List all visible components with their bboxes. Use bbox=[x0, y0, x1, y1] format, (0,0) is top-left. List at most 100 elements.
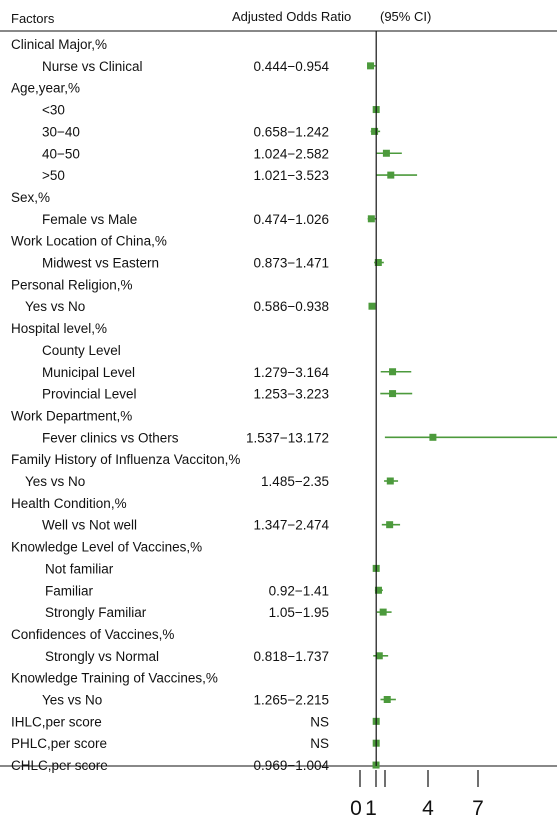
ci-value: NS bbox=[310, 714, 329, 729]
forest-row: IHLC,per score NS bbox=[11, 714, 380, 729]
ci-value: 1.537−13.172 bbox=[246, 430, 329, 445]
odds-ratio-marker bbox=[379, 608, 387, 616]
forest-row: Clinical Major,% bbox=[11, 37, 107, 52]
ci-value: 1.265−2.215 bbox=[254, 693, 329, 708]
ci-value: 1.279−3.164 bbox=[254, 365, 330, 380]
level-label: Strongly Familiar bbox=[45, 605, 147, 620]
ci-value: 1.05−1.95 bbox=[269, 605, 329, 620]
level-label: Well vs Not well bbox=[42, 518, 137, 533]
forest-row: Not familiar bbox=[45, 561, 380, 576]
factor-label: Personal Religion,% bbox=[11, 277, 133, 292]
ci-value: 0.873−1.471 bbox=[254, 256, 329, 271]
level-label: <30 bbox=[42, 103, 65, 118]
forest-row: Personal Religion,% bbox=[11, 277, 133, 292]
forest-row: Female vs Male 0.474−1.026 bbox=[42, 212, 377, 227]
forest-row: Yes vs No 1.485−2.35 bbox=[25, 474, 399, 489]
level-label: Female vs Male bbox=[42, 212, 137, 227]
odds-ratio-marker bbox=[374, 259, 382, 266]
x-tick-label: 0 bbox=[350, 797, 362, 820]
odds-ratio-marker bbox=[429, 433, 437, 441]
forest-row: Age,year,% bbox=[11, 81, 80, 96]
forest-row: PHLC,per score NS bbox=[11, 736, 380, 751]
header: Factors Adjusted Odds Ratio (95% CI) bbox=[11, 9, 431, 26]
odds-ratio-marker bbox=[389, 368, 397, 376]
x-tick-label: 1 bbox=[365, 797, 377, 820]
factor-label: Age,year,% bbox=[11, 81, 80, 96]
level-label: 40−50 bbox=[42, 146, 80, 161]
odds-ratio-marker bbox=[367, 62, 375, 70]
forest-row: Confidences of Vaccines,% bbox=[11, 627, 174, 642]
odds-ratio-marker bbox=[368, 302, 376, 310]
odds-ratio-marker bbox=[389, 390, 397, 398]
ci-value: 0.658−1.242 bbox=[254, 124, 329, 139]
level-label: Strongly vs Normal bbox=[45, 649, 159, 664]
forest-row: County Level bbox=[42, 343, 121, 358]
forest-row: >50 1.021−3.523 bbox=[42, 168, 418, 183]
forest-row: Sex,% bbox=[11, 190, 50, 205]
odds-ratio-marker bbox=[387, 171, 395, 179]
x-tick-label: 4 bbox=[422, 797, 434, 820]
header-ci: (95% CI) bbox=[380, 9, 431, 24]
ci-value: 0.444−0.954 bbox=[254, 59, 330, 74]
odds-ratio-marker bbox=[386, 477, 394, 485]
ci-value: 0.586−0.938 bbox=[254, 299, 329, 314]
forest-row: 30−40 0.658−1.242 bbox=[42, 124, 381, 139]
odds-ratio-marker bbox=[386, 521, 394, 529]
forest-row: Knowledge Training of Vaccines,% bbox=[11, 671, 218, 686]
forest-row: Yes vs No 1.265−2.215 bbox=[42, 693, 396, 708]
odds-ratio-marker bbox=[367, 215, 375, 223]
odds-ratio-marker bbox=[382, 149, 390, 157]
level-label: Fever clinics vs Others bbox=[42, 430, 179, 445]
factor-label: Sex,% bbox=[11, 190, 50, 205]
level-label: Yes vs No bbox=[25, 474, 85, 489]
odds-ratio-marker bbox=[375, 652, 383, 660]
forest-row: Strongly Familiar 1.05−1.95 bbox=[45, 605, 392, 620]
level-label: Nurse vs Clinical bbox=[42, 59, 143, 74]
level-label: >50 bbox=[42, 168, 65, 183]
forest-row: Work Department,% bbox=[11, 408, 132, 423]
forest-row: Provincial Level 1.253−3.223 bbox=[42, 387, 413, 402]
level-label: Yes vs No bbox=[25, 299, 85, 314]
ci-value: 1.021−3.523 bbox=[254, 168, 329, 183]
factor-label: Clinical Major,% bbox=[11, 37, 107, 52]
ci-value: 0.969−1.004 bbox=[254, 758, 330, 773]
odds-ratio-marker bbox=[374, 586, 382, 594]
x-tick-label: 7 bbox=[472, 797, 484, 820]
ci-value: 1.253−3.223 bbox=[254, 387, 329, 402]
forest-row: <30 bbox=[42, 103, 380, 118]
forest-row: Hospital level,% bbox=[11, 321, 107, 336]
forest-row: Knowledge Level of Vaccines,% bbox=[11, 540, 202, 555]
factor-label: Knowledge Level of Vaccines,% bbox=[11, 540, 202, 555]
ci-value: 1.024−2.582 bbox=[254, 146, 329, 161]
forest-row: Health Condition,% bbox=[11, 496, 127, 511]
factor-label: CHLC,per score bbox=[11, 758, 108, 773]
header-adjusted-odds-ratio: Adjusted Odds Ratio bbox=[232, 9, 351, 24]
factor-label: Knowledge Training of Vaccines,% bbox=[11, 671, 218, 686]
level-label: Municipal Level bbox=[42, 365, 135, 380]
factor-label: Hospital level,% bbox=[11, 321, 107, 336]
level-label: County Level bbox=[42, 343, 121, 358]
ci-value: 0.474−1.026 bbox=[254, 212, 329, 227]
forest-row: Strongly vs Normal 0.818−1.737 bbox=[45, 649, 389, 664]
ci-value: 1.347−2.474 bbox=[254, 518, 330, 533]
ci-value: NS bbox=[310, 736, 329, 751]
header-factors: Factors bbox=[11, 11, 55, 26]
rows: Clinical Major,% Nurse vs Clinical 0.444−0… bbox=[11, 37, 557, 773]
odds-ratio-marker bbox=[371, 127, 379, 135]
odds-ratio-marker bbox=[383, 696, 391, 703]
level-label: 30−40 bbox=[42, 124, 80, 139]
factor-label: PHLC,per score bbox=[11, 736, 107, 751]
level-label: Not familiar bbox=[45, 561, 114, 576]
factor-label: IHLC,per score bbox=[11, 714, 102, 729]
ci-value: 0.92−1.41 bbox=[269, 583, 329, 598]
forest-row: Municipal Level 1.279−3.164 bbox=[42, 365, 412, 380]
forest-row: Fever clinics vs Others 1.537−13.172 bbox=[42, 430, 557, 445]
forest-row: Yes vs No 0.586−0.938 bbox=[25, 299, 376, 314]
forest-row: Familiar 0.92−1.41 bbox=[45, 583, 383, 598]
factor-label: Work Location of China,% bbox=[11, 234, 167, 249]
forest-row: Work Location of China,% bbox=[11, 234, 167, 249]
ci-value: 0.818−1.737 bbox=[254, 649, 329, 664]
level-label: Yes vs No bbox=[42, 693, 102, 708]
